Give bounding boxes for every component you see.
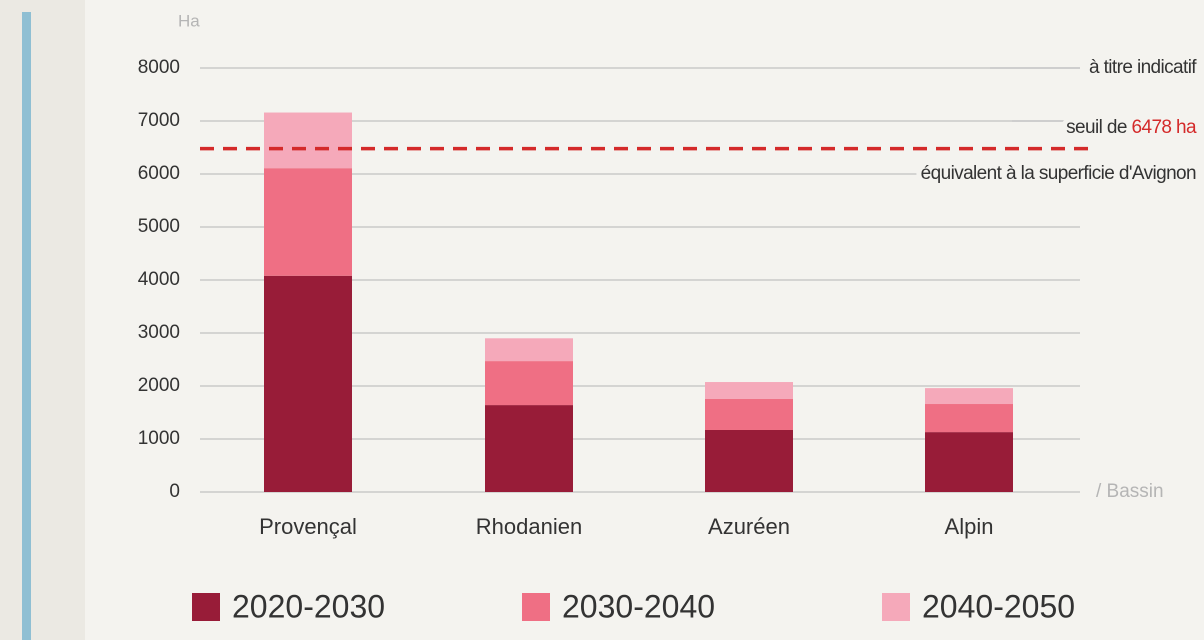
legend-label: 2030-2040 — [562, 588, 715, 624]
bar-segment — [925, 404, 1013, 433]
bar-segment — [264, 112, 352, 169]
y-tick-label: 5000 — [138, 216, 180, 237]
y-tick-label: 4000 — [138, 269, 180, 290]
x-tick-label: Provençal — [259, 514, 357, 539]
threshold-label: 6478 ha — [1132, 117, 1198, 138]
annotation: équivalent à la superficie d'Avignon — [921, 163, 1196, 184]
annotation: seuil de — [1066, 117, 1127, 138]
x-tick-label: Alpin — [945, 514, 994, 539]
y-tick-label: 0 — [169, 481, 180, 502]
bar-segment — [705, 382, 793, 399]
y-tick-label: 1000 — [138, 428, 180, 449]
bar-segment — [925, 388, 1013, 405]
y-tick-label: 8000 — [138, 57, 180, 78]
y-axis-label: Ha — [178, 11, 200, 30]
legend-swatch — [192, 593, 220, 621]
y-tick-label: 3000 — [138, 322, 180, 343]
bar-segment — [705, 398, 793, 430]
bar-segment — [264, 275, 352, 492]
bar-segment — [485, 361, 573, 406]
bar-segment — [485, 405, 573, 492]
legend-swatch — [522, 593, 550, 621]
y-tick-label: 6000 — [138, 163, 180, 184]
legend-swatch — [882, 593, 910, 621]
y-tick-label: 7000 — [138, 110, 180, 131]
bar-segment — [925, 432, 1013, 492]
bar-segment — [485, 338, 573, 362]
legend-label: 2020-2030 — [232, 588, 385, 624]
legend-label: 2040-2050 — [922, 588, 1075, 624]
annotation: à titre indicatif — [1089, 57, 1197, 78]
annotation: seuil de 6478 ha — [1066, 117, 1197, 138]
x-tick-label: Azuréen — [708, 514, 790, 539]
y-tick-label: 2000 — [138, 375, 180, 396]
bar-segment — [264, 168, 352, 276]
bar-segment — [705, 429, 793, 492]
panel — [85, 0, 1204, 640]
x-tick-label: Rhodanien — [476, 514, 582, 539]
x-axis-label: / Bassin — [1096, 481, 1164, 502]
side-accent — [22, 12, 31, 640]
